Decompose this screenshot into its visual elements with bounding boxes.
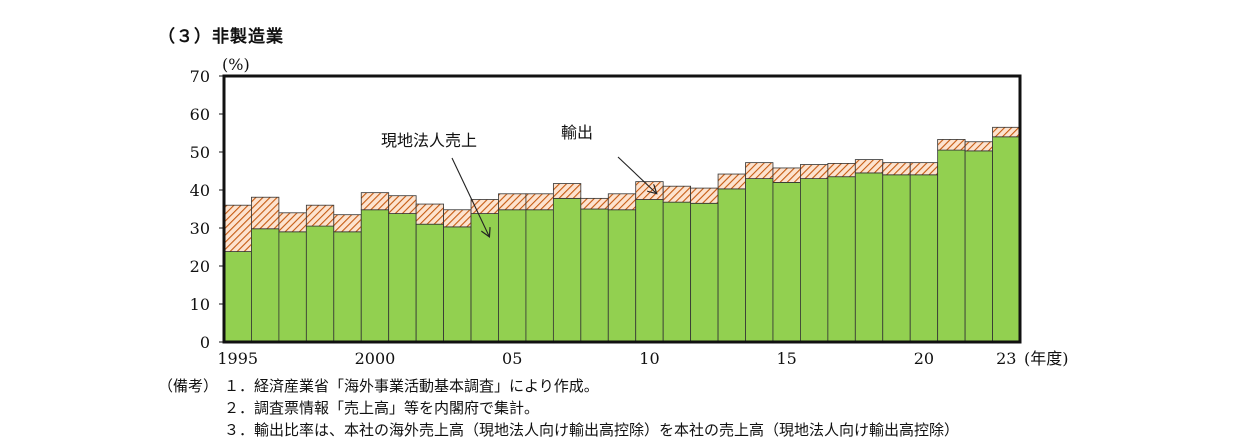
bar-local-sales: [251, 228, 280, 343]
note-head: [158, 419, 224, 441]
bar-export: [415, 203, 444, 225]
bar-local-sales: [607, 209, 637, 343]
bar-export: [854, 159, 884, 174]
x-tick-label: 23: [996, 349, 1016, 368]
bar-export: [388, 195, 417, 214]
bar-export: [580, 197, 609, 210]
bar-export: [251, 196, 280, 230]
annotation-export: 輸出: [561, 123, 593, 142]
bar-local-sales: [937, 149, 966, 343]
section-title: （３）非製造業: [158, 27, 284, 47]
bar-export: [552, 183, 582, 199]
x-tick-label: 10: [639, 349, 659, 368]
bar-export: [607, 193, 637, 211]
bar-export: [827, 162, 856, 178]
y-tick-label: 70: [190, 67, 210, 86]
x-axis-label: (年度): [1024, 349, 1069, 368]
note-head: [158, 397, 224, 419]
x-tick-label: 1995: [217, 349, 258, 368]
bar-export: [992, 126, 1021, 138]
notes: （備考） １．経済産業省「海外事業活動基本調査」により作成。 ２．調査票情報「売…: [158, 375, 959, 441]
bar-export: [333, 214, 362, 233]
bar-export: [909, 162, 939, 176]
bar-local-sales: [745, 178, 774, 343]
bar-export: [278, 212, 307, 233]
bar-local-sales: [909, 174, 939, 343]
bar-local-sales: [717, 188, 746, 343]
bar-export: [443, 209, 472, 228]
bar-export: [882, 162, 911, 176]
annotation-local-sales: 現地法人売上: [381, 131, 477, 150]
y-axis-label: (%): [222, 55, 250, 74]
bar-local-sales: [854, 172, 884, 343]
x-tick-label: 20: [914, 349, 934, 368]
note-head: （備考）: [158, 377, 219, 395]
bar-local-sales: [690, 202, 719, 343]
y-tick-label: 10: [190, 295, 210, 314]
bar-local-sales: [415, 223, 444, 343]
bar-local-sales: [305, 225, 335, 343]
y-tick-label: 0: [200, 333, 210, 352]
bar-export: [305, 204, 335, 227]
bar-local-sales: [580, 208, 609, 343]
annotation-arrow-local-sales: [451, 157, 489, 236]
bar-local-sales: [388, 213, 417, 343]
bar-export: [223, 204, 252, 252]
bar-local-sales: [223, 251, 252, 343]
bar-export: [964, 141, 993, 152]
note-text: ３．輸出比率は、本社の海外売上高（現地法人向け輸出高控除）を本社の売上高（現地法…: [224, 421, 960, 439]
bar-local-sales: [470, 213, 499, 343]
note-text: ２．調査票情報「売上高」等を内閣府で集計。: [224, 399, 540, 417]
bar-export: [800, 164, 829, 179]
x-tick-label: 05: [502, 349, 522, 368]
note-row: （備考） １．経済産業省「海外事業活動基本調査」により作成。: [158, 375, 959, 397]
note-row: ３．輸出比率は、本社の海外売上高（現地法人向け輸出高控除）を本社の売上高（現地法…: [158, 419, 959, 441]
bar-local-sales: [525, 209, 554, 343]
bar-local-sales: [992, 136, 1021, 343]
bar-local-sales: [498, 209, 527, 343]
bar-export: [937, 139, 966, 151]
plot-frame: [222, 74, 1022, 344]
bar-local-sales: [662, 201, 692, 343]
bar-local-sales: [882, 174, 911, 343]
bar-export: [525, 193, 554, 211]
note-row: ２．調査票情報「売上高」等を内閣府で集計。: [158, 397, 959, 419]
bar-local-sales: [635, 199, 664, 343]
bar-export: [360, 192, 390, 211]
bar-local-sales: [360, 209, 390, 343]
bar-local-sales: [443, 226, 472, 343]
bar-export: [745, 162, 774, 179]
bar-local-sales: [800, 178, 829, 343]
bar-export: [498, 193, 527, 211]
bar-local-sales: [278, 231, 307, 343]
bar-export: [717, 173, 746, 190]
y-tick-label: 30: [190, 219, 210, 238]
bar-local-sales: [964, 150, 993, 343]
annotation-arrow-export: [617, 156, 656, 193]
y-tick-label: 60: [190, 105, 210, 124]
bar-local-sales: [552, 197, 582, 343]
y-tick-label: 20: [190, 257, 210, 276]
bar-export: [772, 167, 801, 183]
note-text: １．経済産業省「海外事業活動基本調査」により作成。: [224, 377, 599, 395]
y-tick-label: 50: [190, 143, 210, 162]
bar-local-sales: [772, 181, 801, 343]
x-tick-label: 15: [777, 349, 797, 368]
y-tick-label: 40: [190, 181, 210, 200]
bar-local-sales: [333, 231, 362, 343]
bar-export: [690, 187, 719, 204]
bar-local-sales: [827, 176, 856, 343]
bar-export: [662, 185, 692, 203]
x-tick-label: 2000: [355, 349, 396, 368]
bar-export: [635, 181, 664, 200]
